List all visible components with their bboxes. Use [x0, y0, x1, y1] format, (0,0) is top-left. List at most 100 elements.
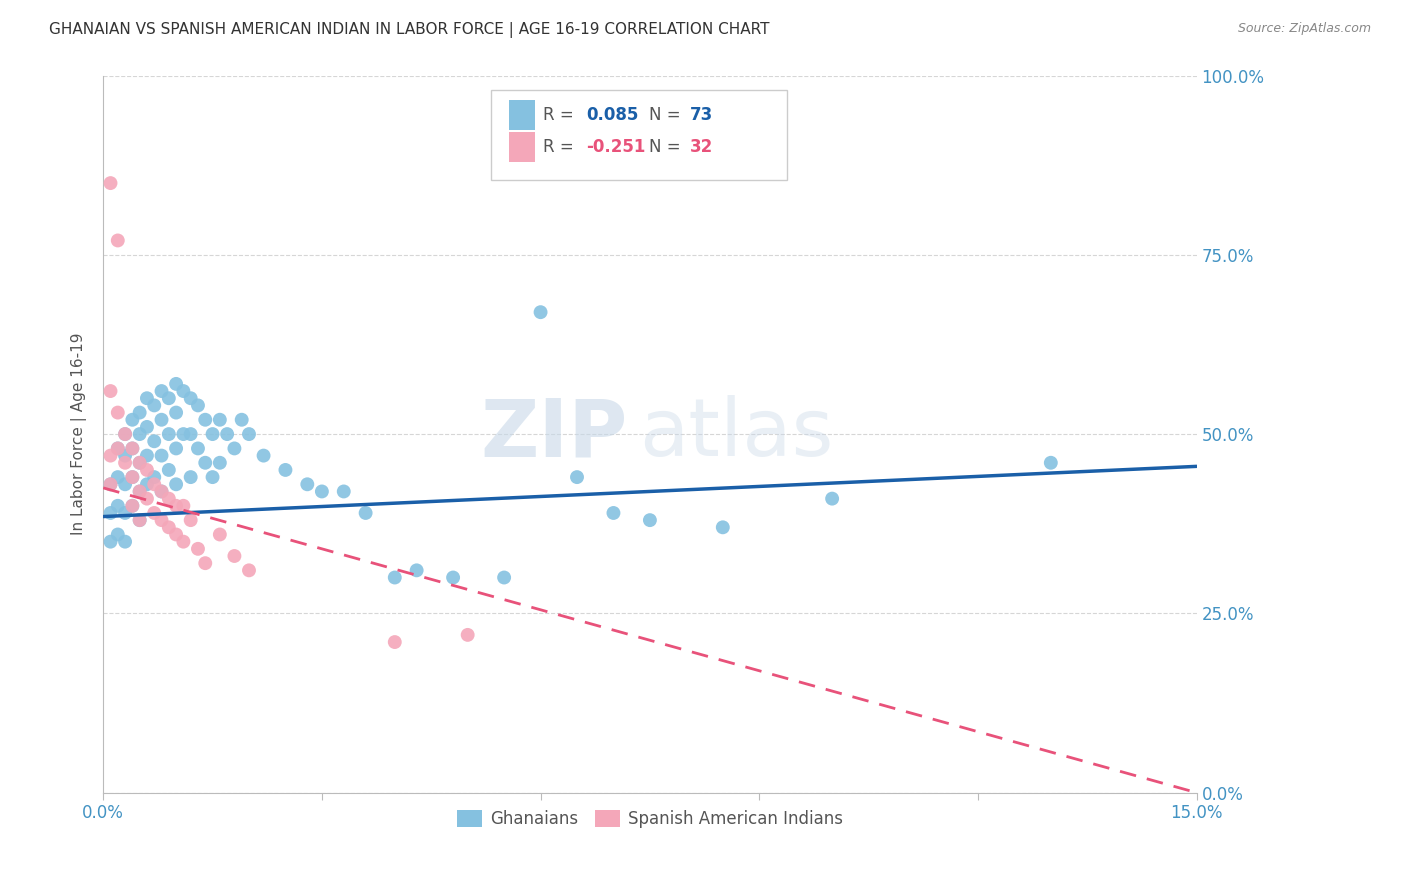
Point: [136, 449, 159, 463]
Point: [157, 463, 180, 477]
Point: [136, 477, 159, 491]
Point: [107, 527, 129, 541]
Point: [150, 513, 173, 527]
Point: [143, 434, 166, 449]
Text: 73: 73: [690, 106, 714, 124]
Point: [143, 398, 166, 412]
Point: [494, 570, 516, 584]
Point: [121, 470, 143, 484]
FancyBboxPatch shape: [509, 100, 536, 130]
Text: R =: R =: [543, 106, 579, 124]
Text: N =: N =: [648, 138, 686, 156]
Point: [114, 534, 136, 549]
Point: [114, 427, 136, 442]
Point: [165, 527, 187, 541]
Point: [114, 477, 136, 491]
Point: [165, 376, 187, 391]
Point: [208, 413, 231, 427]
Point: [187, 398, 209, 412]
Point: [150, 384, 173, 398]
Point: [107, 470, 129, 484]
Point: [384, 570, 406, 584]
FancyBboxPatch shape: [491, 90, 786, 179]
Point: [157, 427, 180, 442]
Point: [201, 470, 224, 484]
Point: [157, 491, 180, 506]
Point: [165, 442, 187, 456]
Point: [180, 427, 202, 442]
Point: [128, 513, 150, 527]
Point: [114, 456, 136, 470]
Point: [114, 506, 136, 520]
Text: N =: N =: [648, 106, 686, 124]
Point: [187, 442, 209, 456]
Point: [297, 477, 319, 491]
Point: [128, 484, 150, 499]
Point: [107, 442, 129, 456]
Point: [180, 391, 202, 405]
Text: Source: ZipAtlas.com: Source: ZipAtlas.com: [1237, 22, 1371, 36]
Point: [114, 449, 136, 463]
Point: [128, 484, 150, 499]
Point: [208, 456, 231, 470]
Point: [128, 427, 150, 442]
Point: [384, 635, 406, 649]
Point: [274, 463, 297, 477]
Point: [405, 563, 427, 577]
Point: [172, 534, 194, 549]
Point: [121, 442, 143, 456]
FancyBboxPatch shape: [509, 132, 536, 162]
Point: [121, 499, 143, 513]
Point: [224, 442, 246, 456]
Legend: Ghanaians, Spanish American Indians: Ghanaians, Spanish American Indians: [450, 803, 849, 835]
Point: [441, 570, 464, 584]
Point: [121, 470, 143, 484]
Point: [128, 513, 150, 527]
Point: [711, 520, 734, 534]
Point: [172, 384, 194, 398]
Point: [128, 406, 150, 420]
Point: [332, 484, 354, 499]
Point: [143, 470, 166, 484]
Point: [180, 470, 202, 484]
Point: [100, 506, 122, 520]
Point: [121, 442, 143, 456]
Point: [194, 413, 217, 427]
Text: -0.251: -0.251: [586, 138, 645, 156]
Point: [121, 413, 143, 427]
Point: [150, 484, 173, 499]
Point: [1039, 456, 1062, 470]
Point: [128, 456, 150, 470]
Point: [143, 477, 166, 491]
Point: [150, 484, 173, 499]
Point: [107, 499, 129, 513]
Point: [121, 499, 143, 513]
Point: [194, 456, 217, 470]
Point: [100, 477, 122, 491]
Point: [165, 406, 187, 420]
Point: [114, 427, 136, 442]
Point: [529, 305, 551, 319]
Point: [165, 477, 187, 491]
Point: [157, 391, 180, 405]
Point: [821, 491, 844, 506]
Point: [136, 491, 159, 506]
Point: [136, 420, 159, 434]
Text: R =: R =: [543, 138, 579, 156]
Point: [150, 413, 173, 427]
Point: [157, 520, 180, 534]
Point: [165, 499, 187, 513]
Point: [107, 442, 129, 456]
Point: [238, 427, 260, 442]
Point: [252, 449, 274, 463]
Point: [602, 506, 624, 520]
Point: [172, 427, 194, 442]
Point: [143, 506, 166, 520]
Point: [238, 563, 260, 577]
Text: atlas: atlas: [638, 395, 834, 473]
Point: [217, 427, 239, 442]
Point: [172, 499, 194, 513]
Point: [208, 527, 231, 541]
Point: [100, 477, 122, 491]
Point: [107, 234, 129, 248]
